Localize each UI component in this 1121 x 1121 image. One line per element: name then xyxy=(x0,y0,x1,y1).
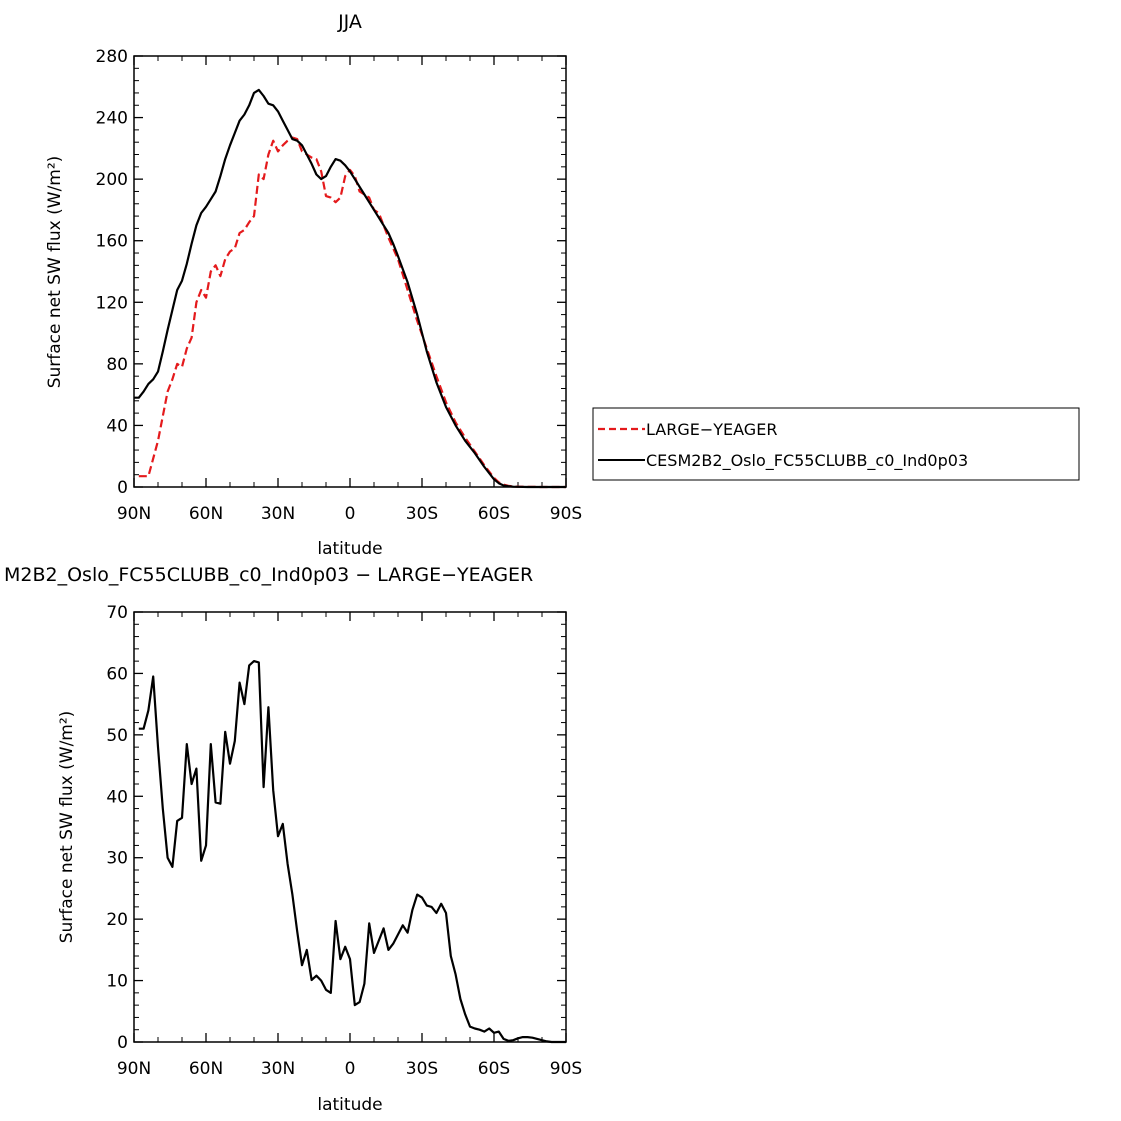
bottom-axis-ticks: 90N 60N 30N 0 30S 60S 90S 0 10 20 30 40 50 60 70 xyxy=(106,603,582,1079)
bottom-series-line-difference xyxy=(138,659,566,1044)
bottom-x-tick-label: 60S xyxy=(478,1059,510,1079)
bottom-series-group xyxy=(138,659,566,1044)
top-x-tick-label: 30N xyxy=(261,504,295,524)
top-y-tick-label: 0 xyxy=(117,478,128,498)
bottom-x-tick-label: 30N xyxy=(261,1059,295,1079)
top-x-tick-label: 60S xyxy=(478,504,510,524)
bottom-y-tick-label: 60 xyxy=(106,664,128,684)
bottom-y-tick-label: 0 xyxy=(117,1033,128,1053)
bottom-x-tick-label: 0 xyxy=(345,1059,356,1079)
legend-box xyxy=(592,407,1080,481)
bottom-x-tick-label: 90S xyxy=(550,1059,582,1079)
bottom-y-axis-label: Surface net SW flux (W/m²) xyxy=(57,711,77,944)
bottom-y-tick-label: 10 xyxy=(106,972,128,992)
top-x-tick-label: 90S xyxy=(550,504,582,524)
top-y-tick-label: 120 xyxy=(96,293,128,313)
top-x-tick-label: 60N xyxy=(189,504,223,524)
bottom-y-tick-label: 30 xyxy=(106,849,128,869)
top-series-line-cesm2b2-oslo-fc55clubb-c0-ind0p03 xyxy=(134,88,566,489)
top-x-tick-label: 30S xyxy=(406,504,438,524)
top-y-tick-label: 200 xyxy=(96,170,128,190)
top-y-tick-label: 80 xyxy=(106,355,128,375)
legend: LARGE−YEAGER CESM2B2_Oslo_FC55CLUBB_c0_I… xyxy=(592,407,1080,481)
bottom-y-tick-label: 70 xyxy=(106,603,128,623)
bottom-y-tick-label: 20 xyxy=(106,910,128,930)
top-series-line-large-yeager xyxy=(138,136,566,489)
top-y-tick-label: 240 xyxy=(96,109,128,129)
top-y-tick-label: 280 xyxy=(96,47,128,67)
bottom-x-tick-label: 60N xyxy=(189,1059,223,1079)
top-chart-title: JJA xyxy=(337,11,362,33)
top-y-axis-label: Surface net SW flux (W/m²) xyxy=(45,156,65,389)
top-y-tick-label: 40 xyxy=(106,416,128,436)
bottom-y-tick-label: 40 xyxy=(106,787,128,807)
bottom-x-tick-label: 30S xyxy=(406,1059,438,1079)
legend-label-cesm: CESM2B2_Oslo_FC55CLUBB_c0_Ind0p03 xyxy=(646,451,968,471)
legend-label-large-yeager: LARGE−YEAGER xyxy=(646,420,777,439)
top-series-group xyxy=(134,88,566,489)
bottom-x-axis-label: latitude xyxy=(317,1095,382,1115)
top-x-tick-label: 90N xyxy=(117,504,151,524)
bottom-x-tick-label: 90N xyxy=(117,1059,151,1079)
top-plot-frame xyxy=(133,55,567,488)
bottom-y-tick-label: 50 xyxy=(106,726,128,746)
top-x-axis-label: latitude xyxy=(317,539,382,559)
top-y-tick-label: 160 xyxy=(96,232,128,252)
bottom-chart-title: M2B2_Oslo_FC55CLUBB_c0_Ind0p03 − LARGE−Y… xyxy=(4,564,533,586)
top-axis-ticks: 90N 60N 30N 0 30S 60S 90S 0 40 80 120 160 200 240 280 xyxy=(96,47,583,524)
top-x-tick-label: 0 xyxy=(345,504,356,524)
